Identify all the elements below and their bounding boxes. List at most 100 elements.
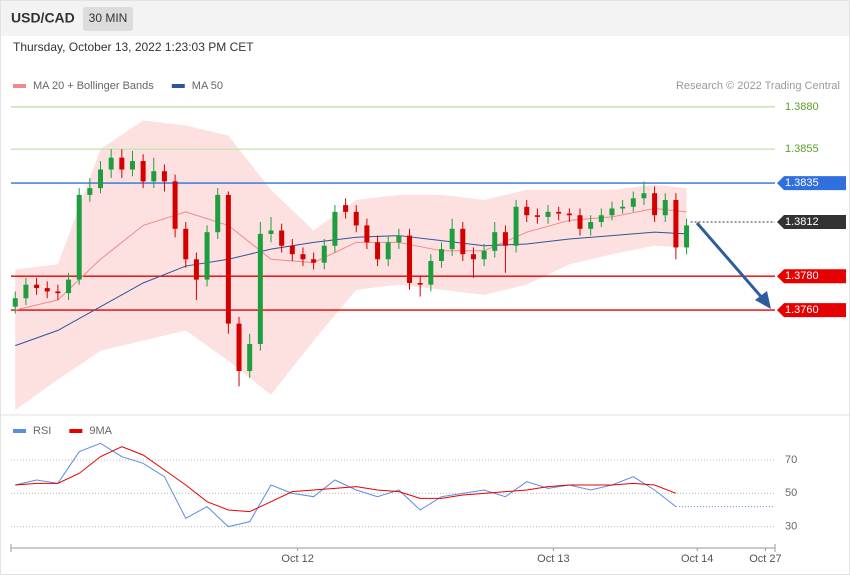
candle-body [556, 211, 562, 214]
candle-body [279, 230, 285, 246]
legend-swatch [13, 84, 26, 88]
candle-body [300, 254, 306, 260]
moving-average [15, 231, 687, 347]
candle-body [66, 279, 72, 294]
candle-body [407, 235, 413, 283]
y-tick-label: 30 [785, 521, 797, 533]
candle-body [108, 157, 114, 170]
candle-body [673, 200, 679, 248]
candle-body [438, 249, 444, 261]
candle-body [353, 211, 359, 226]
legend-label: RSI [33, 425, 51, 437]
header-bar [1, 1, 849, 36]
candle-body [641, 193, 647, 199]
level-label: 1.3835 [785, 177, 819, 189]
candle-body [34, 284, 40, 289]
level-label: 1.3855 [785, 143, 819, 155]
candle-body [87, 188, 93, 195]
legend-swatch [69, 429, 83, 433]
candle-body [343, 205, 349, 212]
candle-body [577, 215, 583, 229]
legend-swatch [171, 84, 185, 88]
candle-body [598, 215, 604, 223]
candle-body [311, 259, 317, 263]
legend-label: MA 20 + Bollinger Bands [33, 80, 154, 92]
credit: Research © 2022 Trading Central [676, 80, 840, 92]
level-label: 1.3880 [785, 101, 819, 113]
candle-body [204, 232, 210, 280]
candle-body [257, 233, 263, 344]
level-label-box [777, 303, 846, 318]
forecast-arrowhead [755, 291, 771, 309]
candle-body [620, 206, 626, 209]
candle-body [215, 194, 221, 233]
legend-label: 9MA [89, 425, 112, 437]
candle-body [129, 161, 135, 170]
candle-body [140, 161, 146, 182]
level-label-box [777, 176, 846, 191]
level-label: 1.3780 [785, 270, 819, 282]
candle-body [55, 291, 61, 294]
candle-body [321, 245, 327, 263]
candle-body [524, 206, 530, 216]
candle-body [119, 157, 125, 170]
candle-body [236, 323, 242, 372]
legend-label: MA 50 [192, 80, 223, 92]
candle-body [513, 206, 519, 246]
candle-body [76, 194, 82, 280]
candle-body [492, 232, 498, 251]
rsi-line [15, 446, 677, 513]
candle-body [684, 225, 690, 248]
candle-body [470, 254, 476, 260]
level-label-box [777, 215, 846, 230]
candle-body [460, 228, 466, 255]
candle-body [44, 288, 50, 292]
candle-body [609, 208, 615, 216]
candle-body [12, 298, 18, 307]
candle-body [428, 260, 434, 285]
candle-body [449, 228, 455, 250]
x-tick-label: Oct 27 [749, 553, 781, 565]
y-tick-label: 70 [785, 454, 797, 466]
candle-body [534, 215, 540, 217]
candle-body [161, 171, 167, 182]
candle-body [98, 169, 104, 189]
level-label: 1.3760 [785, 304, 819, 316]
candle-body [183, 228, 189, 260]
moving-average [15, 207, 687, 311]
x-tick-label: Oct 13 [537, 553, 569, 565]
candle-body [417, 282, 423, 285]
level-label-box [777, 269, 846, 284]
candle-body [545, 211, 551, 217]
candle-body [23, 284, 29, 299]
symbol: USD/CAD [11, 10, 75, 26]
candle-body [289, 245, 295, 255]
y-tick-label: 50 [785, 487, 797, 499]
candle-body [566, 213, 572, 216]
band-layer [15, 120, 687, 410]
interval[interactable]: 30 MIN [89, 11, 128, 25]
bollinger-band [15, 120, 687, 410]
level-label: 1.3812 [785, 216, 819, 228]
forecast-arrow [695, 222, 766, 301]
timestamp: Thursday, October 13, 2022 1:23:03 PM CE… [13, 40, 254, 54]
candle-body [172, 181, 178, 229]
candle-body [375, 242, 381, 260]
candle-body [247, 343, 253, 372]
interval-pill[interactable] [83, 7, 133, 31]
candle-body [588, 222, 594, 229]
candle-body [332, 211, 338, 246]
candle-body [502, 232, 508, 246]
candle-body [364, 225, 370, 243]
candle-body [396, 235, 402, 243]
candle-body [481, 250, 487, 260]
candle-body [652, 193, 658, 216]
x-tick-label: Oct 12 [281, 553, 313, 565]
candle-body [385, 242, 391, 260]
x-tick-label: Oct 14 [681, 553, 713, 565]
candle-body [268, 230, 274, 234]
candle-body [662, 200, 668, 216]
legend-swatch [13, 429, 26, 433]
